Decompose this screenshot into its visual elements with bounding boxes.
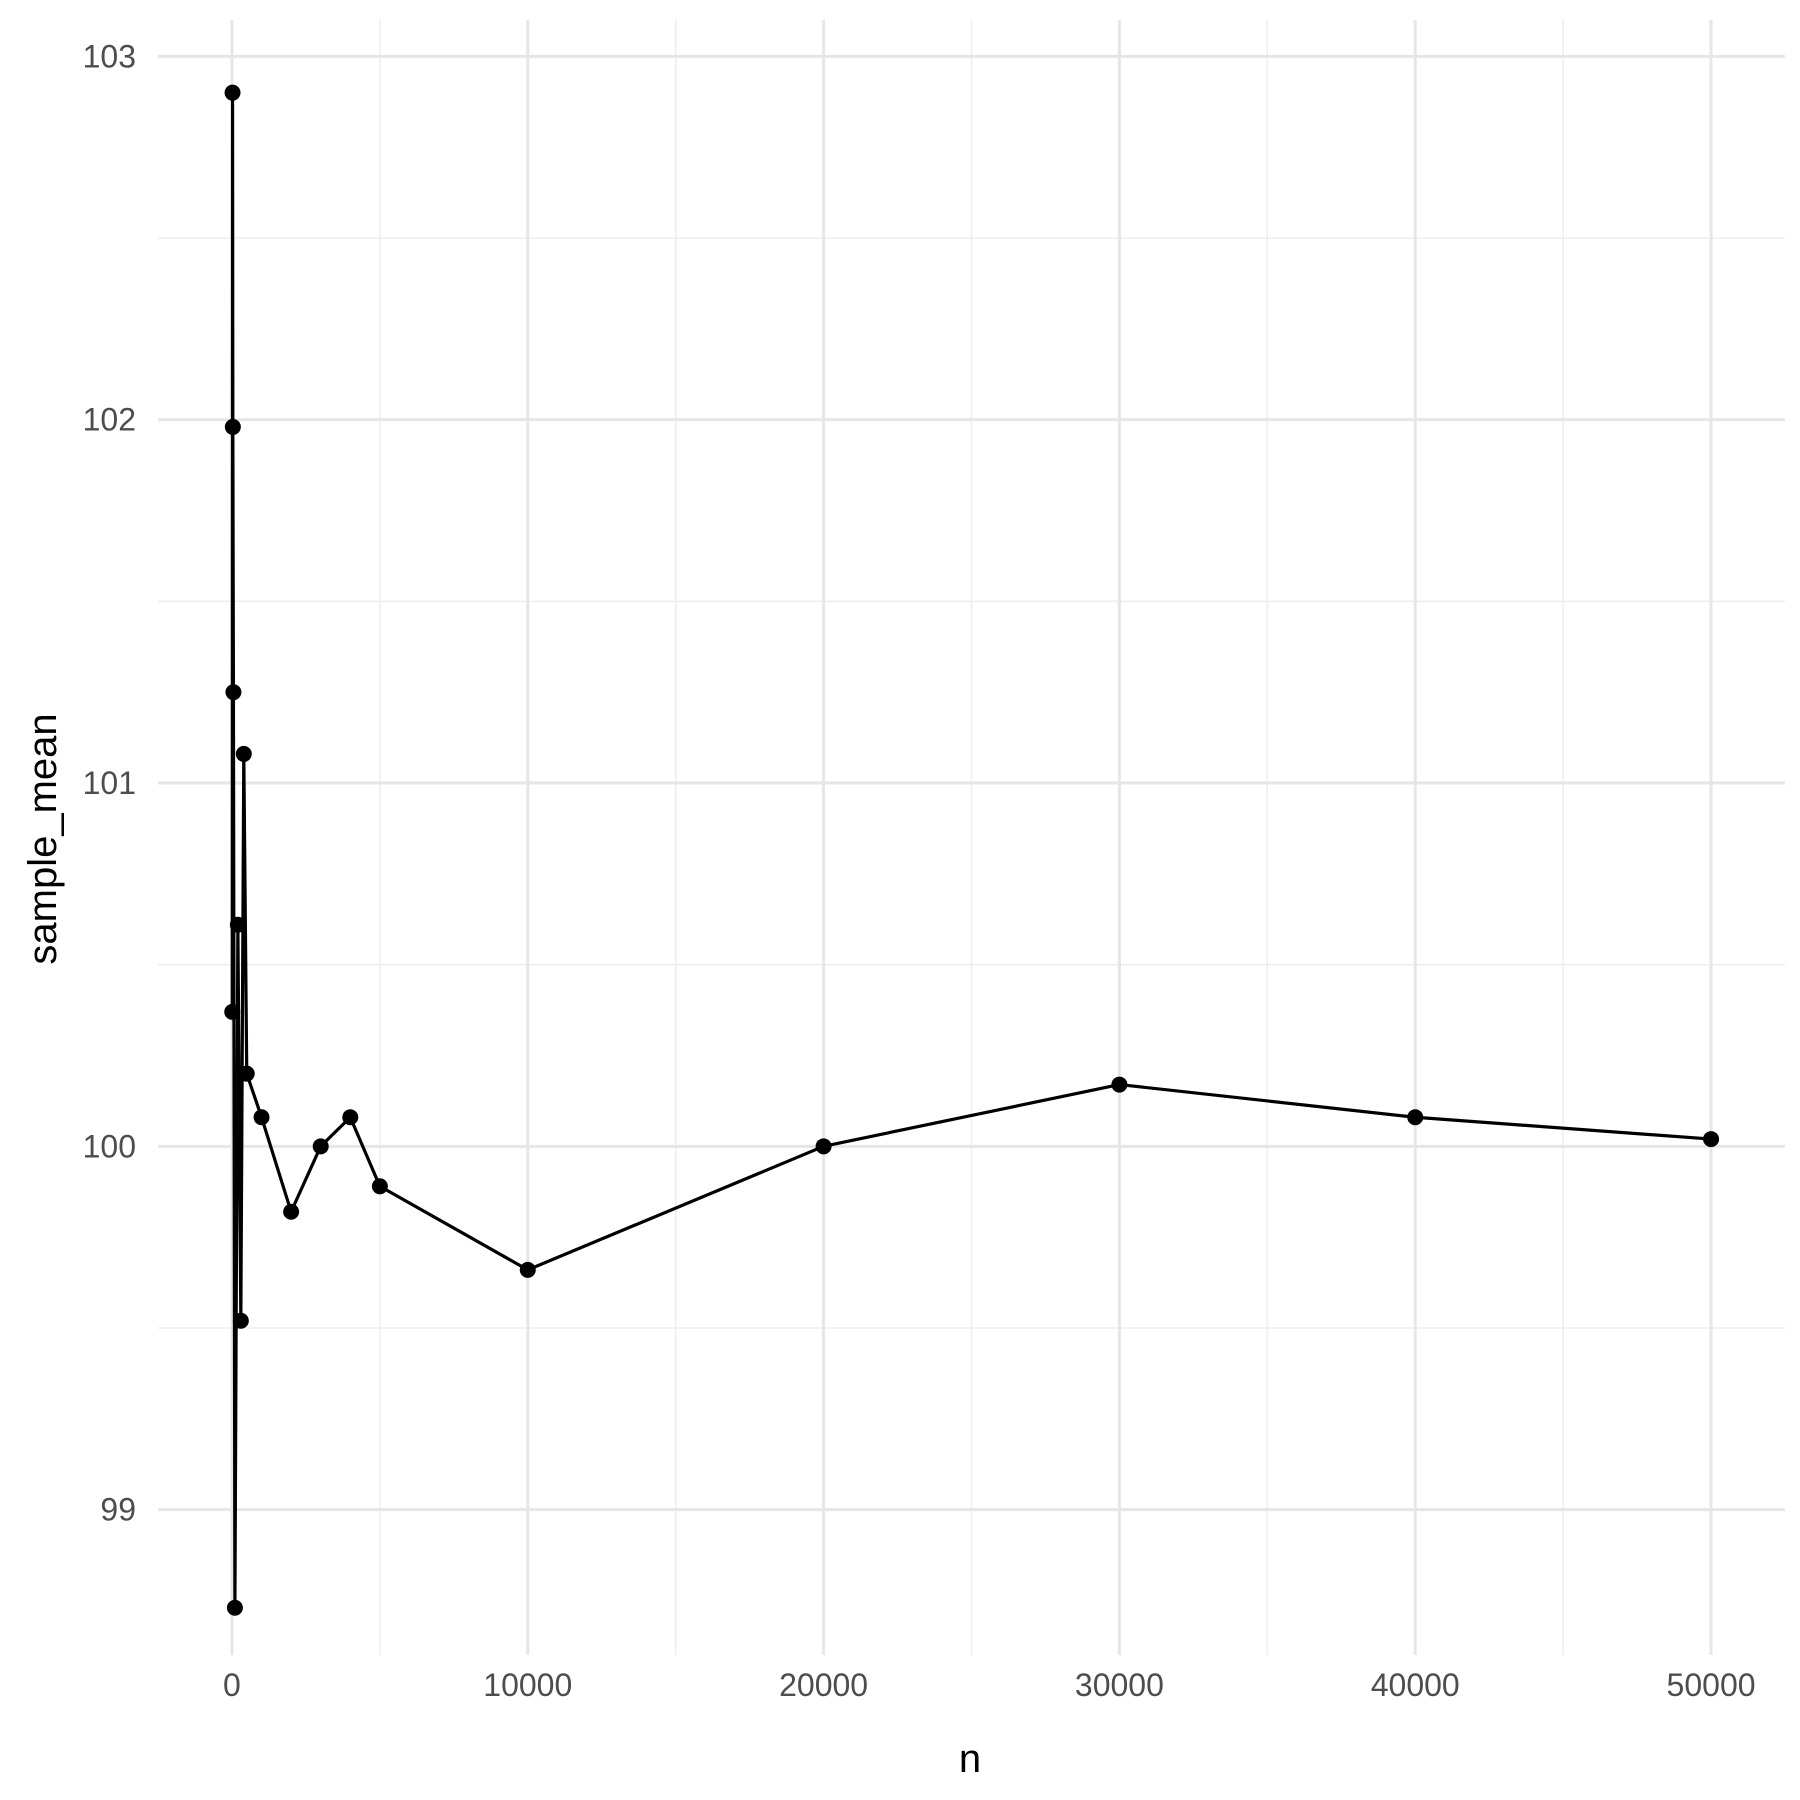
data-point xyxy=(224,418,241,435)
data-point xyxy=(229,916,246,933)
x-tick-label: 30000 xyxy=(1075,1667,1164,1703)
data-point xyxy=(224,84,241,101)
data-point xyxy=(1703,1131,1720,1148)
x-tick-label: 20000 xyxy=(779,1667,868,1703)
y-tick-label: 103 xyxy=(83,38,136,74)
y-tick-label: 100 xyxy=(83,1128,136,1164)
y-tick-label: 102 xyxy=(83,402,136,438)
x-axis-title: n xyxy=(959,1737,981,1781)
data-point xyxy=(226,1599,243,1616)
x-tick-label: 50000 xyxy=(1667,1667,1756,1703)
data-point xyxy=(235,745,252,762)
major-gridlines xyxy=(158,20,1785,1655)
data-point xyxy=(1111,1076,1128,1093)
y-tick-label: 99 xyxy=(100,1492,136,1528)
data-points xyxy=(224,84,1720,1616)
data-point xyxy=(253,1109,270,1126)
data-point xyxy=(232,1312,249,1329)
data-point xyxy=(238,1065,255,1082)
data-point xyxy=(225,684,242,701)
x-axis-tick-labels: 0 10000 20000 30000 40000 50000 xyxy=(223,1667,1755,1703)
data-point xyxy=(1407,1109,1424,1126)
x-tick-label: 0 xyxy=(223,1667,241,1703)
data-point xyxy=(283,1203,300,1220)
data-point xyxy=(224,1003,241,1020)
data-point xyxy=(815,1138,832,1155)
y-axis-tick-labels: 99 100 101 102 103 xyxy=(83,38,136,1527)
x-tick-label: 10000 xyxy=(483,1667,572,1703)
data-point xyxy=(519,1261,536,1278)
data-point xyxy=(342,1109,359,1126)
data-point xyxy=(371,1178,388,1195)
y-axis-title: sample_mean xyxy=(21,713,65,964)
minor-gridlines xyxy=(158,20,1785,1655)
x-tick-label: 40000 xyxy=(1371,1667,1460,1703)
y-tick-label: 101 xyxy=(83,765,136,801)
data-point xyxy=(312,1138,329,1155)
